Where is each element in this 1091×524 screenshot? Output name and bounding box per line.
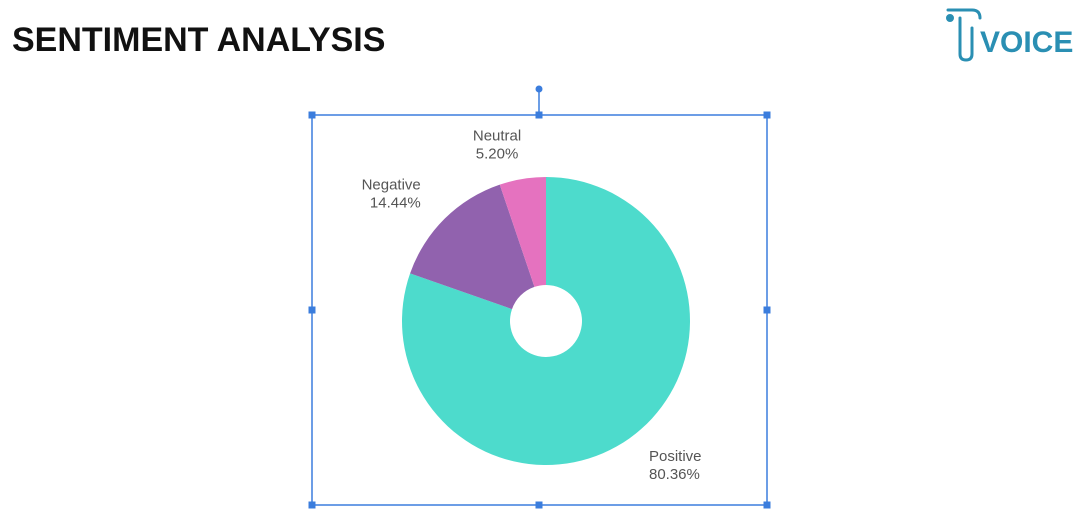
slice-label: Positive [649, 448, 702, 465]
logo-text: VOICE [980, 26, 1073, 59]
slice-value-label: 80.36% [649, 466, 700, 483]
slice-value-label: 14.44% [370, 194, 421, 211]
selection-frame [308, 85, 771, 509]
slice-value-label: 5.20% [476, 145, 519, 162]
slice-label: Neutral [473, 127, 521, 144]
page-title: SENTIMENT ANALYSIS [12, 21, 385, 59]
slice [410, 184, 535, 310]
slice [402, 177, 690, 465]
logo-icon [946, 8, 982, 62]
slice [499, 177, 546, 287]
slice-label: Negative [362, 176, 421, 193]
